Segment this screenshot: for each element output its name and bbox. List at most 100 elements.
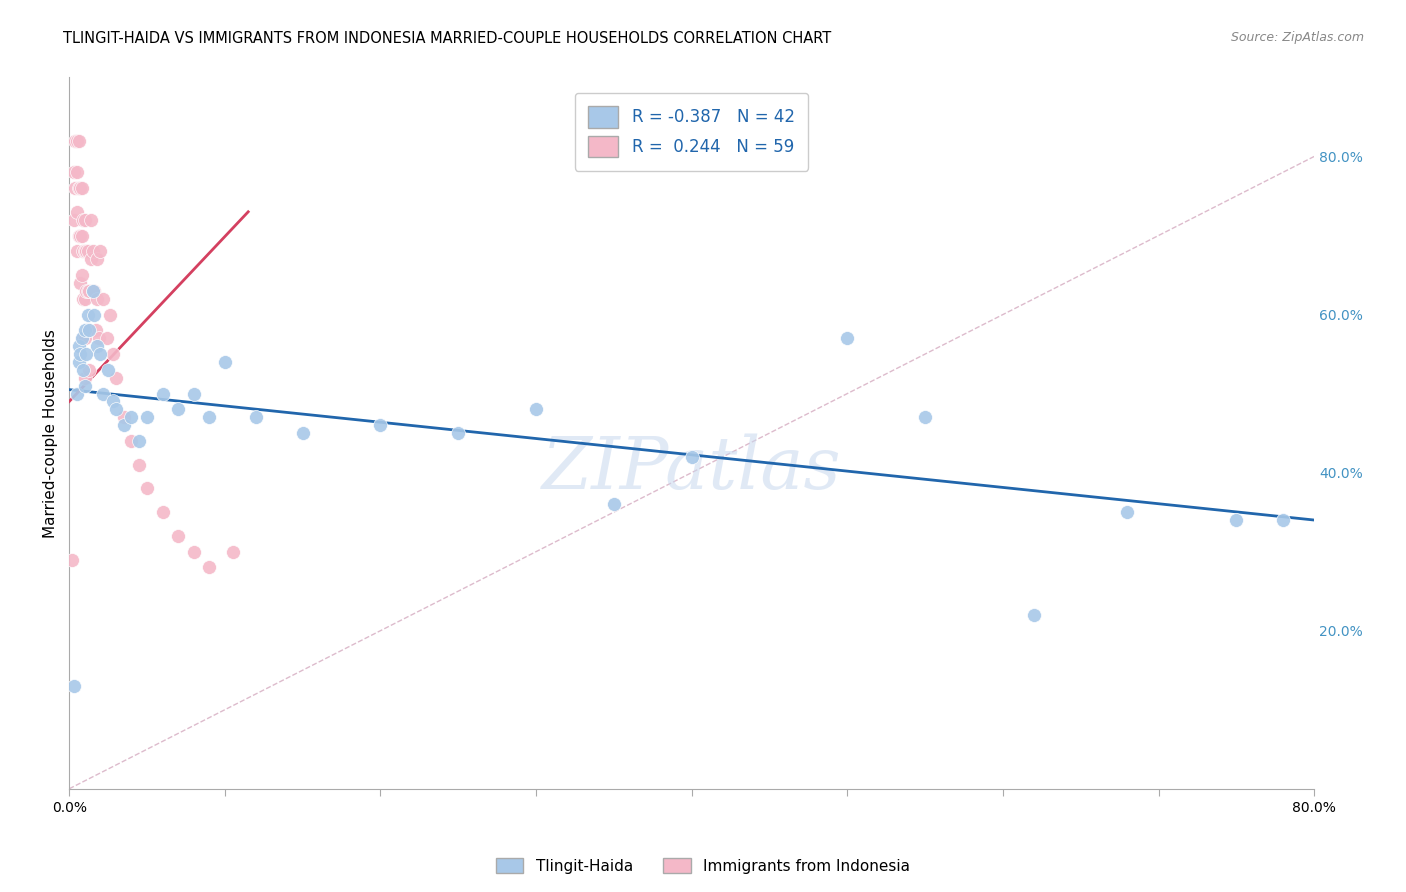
Point: [77, 308, 100, 322]
Point: [603, 497, 626, 511]
Point: [183, 386, 205, 401]
Point: [77, 244, 100, 259]
Point: [73, 212, 96, 227]
Point: [245, 410, 267, 425]
Point: [73, 323, 96, 337]
Point: [183, 544, 205, 558]
Point: [73, 292, 96, 306]
Point: [152, 386, 174, 401]
Point: [221, 544, 243, 558]
Point: [681, 450, 703, 464]
Point: [77, 323, 100, 337]
Point: [67, 228, 90, 243]
Text: ZIPatlas: ZIPatlas: [541, 434, 842, 504]
Point: [112, 410, 135, 425]
Point: [136, 482, 159, 496]
Point: [96, 331, 118, 345]
Text: TLINGIT-HAIDA VS IMMIGRANTS FROM INDONESIA MARRIED-COUPLE HOUSEHOLDS CORRELATION: TLINGIT-HAIDA VS IMMIGRANTS FROM INDONES…: [63, 31, 831, 46]
Point: [73, 244, 96, 259]
Point: [86, 339, 108, 353]
Point: [73, 378, 96, 392]
Point: [82, 284, 104, 298]
Point: [79, 284, 101, 298]
Point: [72, 212, 94, 227]
Point: [128, 434, 150, 448]
Point: [93, 292, 115, 306]
Point: [136, 410, 159, 425]
Point: [72, 331, 94, 345]
Point: [70, 228, 93, 243]
Point: [104, 371, 127, 385]
Point: [87, 331, 110, 345]
Point: [67, 134, 90, 148]
Point: [112, 418, 135, 433]
Point: [65, 181, 87, 195]
Point: [66, 134, 89, 148]
Point: [83, 308, 105, 322]
Point: [69, 276, 91, 290]
Point: [101, 347, 124, 361]
Point: [79, 323, 101, 337]
Point: [83, 284, 105, 298]
Point: [69, 181, 91, 195]
Point: [63, 165, 86, 179]
Point: [66, 244, 89, 259]
Point: [73, 331, 96, 345]
Point: [82, 244, 104, 259]
Point: [80, 212, 103, 227]
Point: [98, 308, 121, 322]
Point: [152, 505, 174, 519]
Point: [524, 402, 547, 417]
Point: [67, 339, 90, 353]
Point: [89, 244, 111, 259]
Point: [128, 458, 150, 472]
Point: [66, 165, 89, 179]
Point: [73, 371, 96, 385]
Point: [121, 410, 143, 425]
Point: [97, 363, 120, 377]
Point: [75, 347, 97, 361]
Text: Source: ZipAtlas.com: Source: ZipAtlas.com: [1230, 31, 1364, 45]
Point: [66, 386, 89, 401]
Point: [104, 402, 127, 417]
Point: [66, 204, 89, 219]
Legend: Tlingit-Haida, Immigrants from Indonesia: Tlingit-Haida, Immigrants from Indonesia: [489, 852, 917, 880]
Point: [121, 434, 143, 448]
Point: [214, 355, 236, 369]
Legend: R = -0.387   N = 42, R =  0.244   N = 59: R = -0.387 N = 42, R = 0.244 N = 59: [575, 93, 808, 170]
Point: [198, 410, 221, 425]
Point: [167, 529, 190, 543]
Point: [86, 292, 108, 306]
Point: [69, 228, 91, 243]
Point: [1116, 505, 1139, 519]
Point: [79, 323, 101, 337]
Point: [837, 331, 859, 345]
Point: [70, 268, 93, 282]
Point: [75, 284, 97, 298]
Point: [65, 134, 87, 148]
Point: [914, 410, 936, 425]
Point: [101, 394, 124, 409]
Point: [80, 252, 103, 267]
Point: [70, 331, 93, 345]
Point: [67, 355, 90, 369]
Point: [77, 284, 100, 298]
Point: [72, 244, 94, 259]
Y-axis label: Married-couple Households: Married-couple Households: [44, 328, 58, 538]
Point: [67, 181, 90, 195]
Point: [291, 426, 314, 441]
Point: [1272, 513, 1295, 527]
Point: [84, 323, 107, 337]
Point: [86, 252, 108, 267]
Point: [70, 181, 93, 195]
Point: [167, 402, 190, 417]
Point: [1022, 607, 1045, 622]
Point: [63, 212, 86, 227]
Point: [1225, 513, 1247, 527]
Point: [82, 284, 104, 298]
Point: [75, 244, 97, 259]
Point: [72, 363, 94, 377]
Point: [198, 560, 221, 574]
Point: [370, 418, 392, 433]
Point: [89, 347, 111, 361]
